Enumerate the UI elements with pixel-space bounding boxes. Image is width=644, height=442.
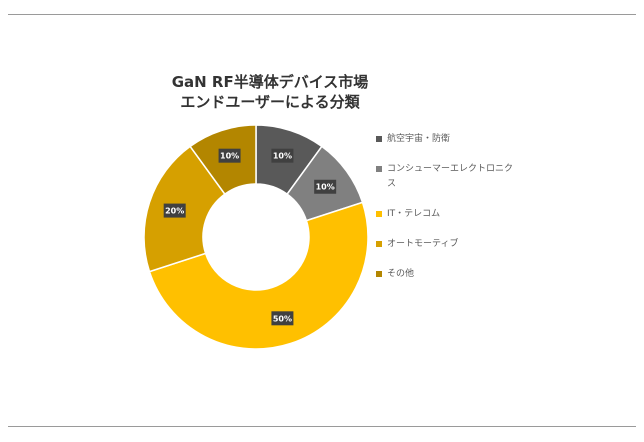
slice-it-telecom — [148, 201, 369, 350]
legend-item-it-telecom: IT・テレコム — [376, 207, 576, 222]
legend-swatch — [376, 241, 382, 247]
legend-swatch — [376, 166, 382, 172]
top-rule — [8, 14, 636, 15]
data-label-text: 10% — [273, 152, 292, 161]
data-label-consumer-electronics: 10% — [314, 179, 337, 194]
chart-title-line-1: GaN RF半導体デバイス市場 — [171, 73, 369, 91]
legend-label: オートモーティブ — [387, 239, 459, 249]
legend-swatch — [376, 211, 382, 217]
legend-label: コンシューマーエレクトロニクス — [387, 164, 514, 189]
chart-title-line-2: エンドユーザーによる分類 — [180, 93, 360, 111]
legend-item-other: その他 — [376, 267, 576, 282]
data-label-text: 10% — [220, 152, 239, 161]
data-label-automotive: 20% — [163, 203, 186, 218]
data-label-text: 20% — [165, 207, 184, 216]
chart-legend: 航空宇宙・防衛 コンシューマーエレクトロニクス IT・テレコム オートモーティブ… — [376, 132, 576, 297]
data-label-text: 10% — [316, 183, 335, 192]
legend-swatch — [376, 136, 382, 142]
data-label-box — [218, 148, 241, 163]
data-label-other: 10% — [218, 148, 241, 163]
data-label-box — [163, 203, 186, 218]
data-label-box — [271, 148, 294, 163]
legend-item-aerospace-defense: 航空宇宙・防衛 — [376, 132, 576, 147]
data-label-text: 50% — [273, 314, 292, 323]
legend-label: 航空宇宙・防衛 — [387, 134, 451, 144]
chart-title: GaN RF半導体デバイス市場 エンドユーザーによる分類 — [150, 72, 390, 112]
data-label-box — [314, 179, 337, 194]
data-label-box — [271, 311, 294, 326]
data-label-it-telecom: 50% — [271, 311, 294, 326]
legend-swatch — [376, 271, 382, 277]
data-label-aerospace-defense: 10% — [271, 148, 294, 163]
legend-item-consumer-electronics: コンシューマーエレクトロニクス — [376, 162, 576, 192]
legend-item-automotive: オートモーティブ — [376, 237, 576, 252]
legend-label: IT・テレコム — [387, 209, 441, 219]
bottom-rule — [8, 426, 636, 427]
legend-label: その他 — [387, 269, 415, 279]
